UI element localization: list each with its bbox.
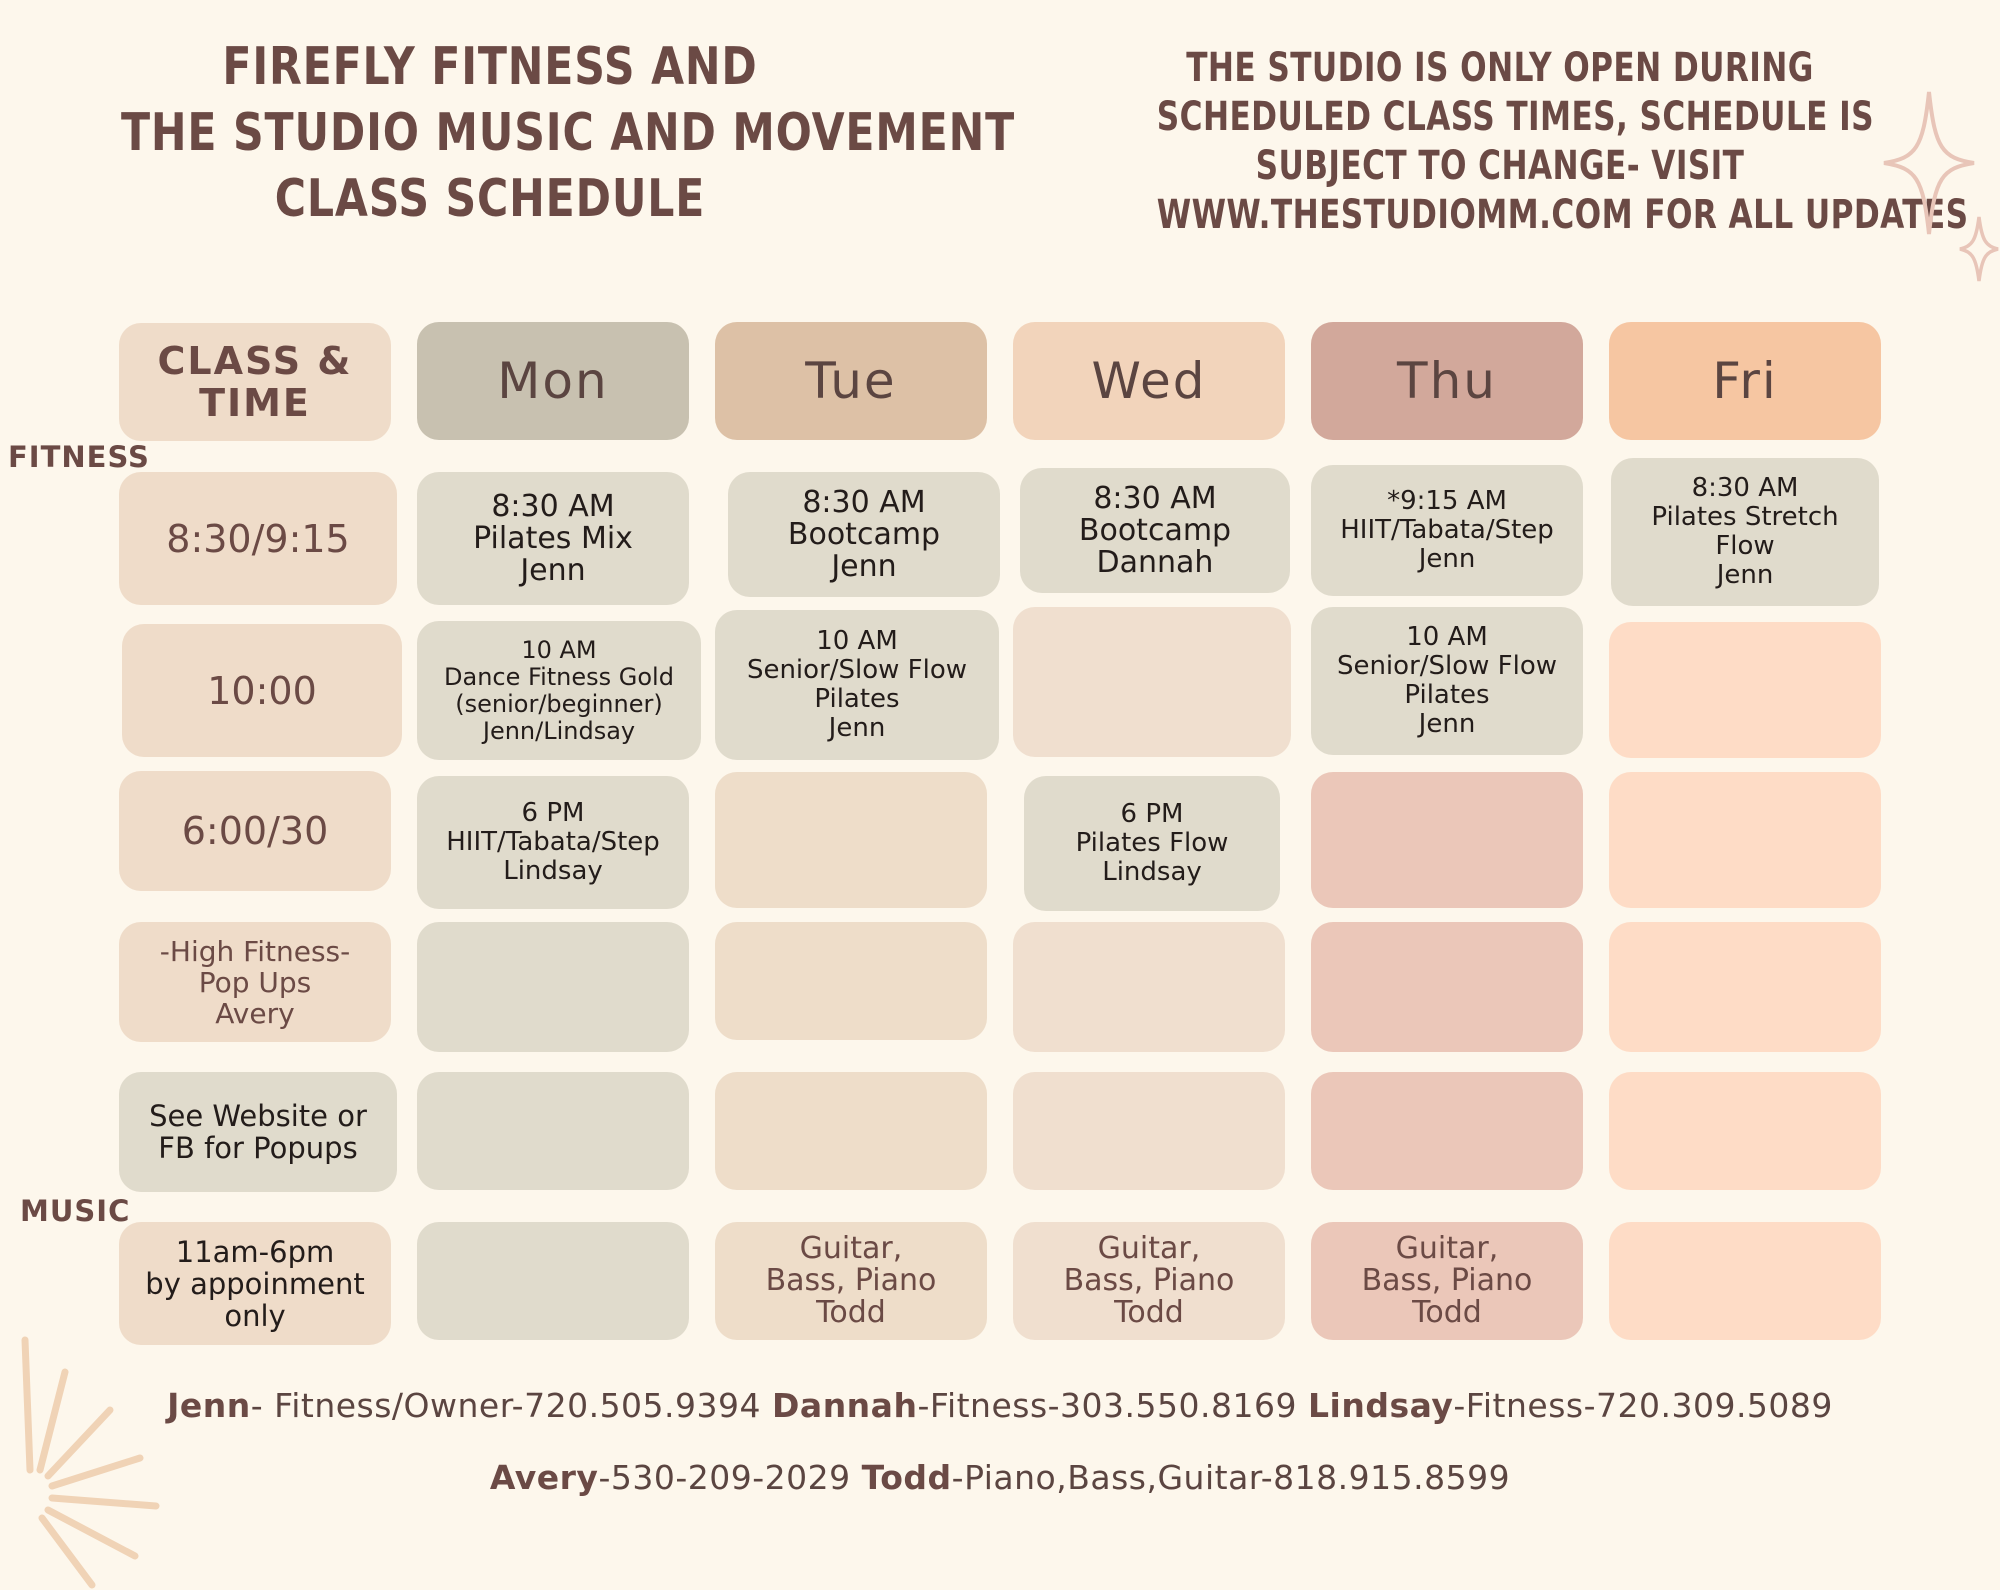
row-label-high-fitness: -High Fitness- Pop Ups Avery xyxy=(119,922,391,1042)
contact-line: Jenn- Fitness/Owner-720.505.9394 Dannah-… xyxy=(0,1386,2000,1425)
contact-name: Dannah xyxy=(772,1386,917,1425)
class-time-header: CLASS & TIME xyxy=(119,323,391,441)
class-slot-fri xyxy=(1609,622,1881,758)
class-slot-fri: 8:30 AM Pilates Stretch Flow Jenn xyxy=(1611,458,1879,606)
class-slot-wed xyxy=(1013,922,1285,1052)
header-line: CLASS & xyxy=(158,340,353,382)
fitness-section-label: FITNESS xyxy=(8,440,150,474)
day-header-thu: Thu xyxy=(1311,322,1583,440)
schedule-title: FIREFLY FITNESS AND THE STUDIO MUSIC AND… xyxy=(121,34,859,232)
row-label-popups: See Website or FB for Popups xyxy=(119,1072,397,1192)
time-label: 10:00 xyxy=(122,624,402,757)
row-label-music-hours: 11am-6pm by appoinment only xyxy=(119,1222,391,1345)
notice-line: WWW.THESTUDIOMM.COM FOR ALL UPDATES xyxy=(1157,191,1843,240)
class-slot-wed xyxy=(1013,607,1291,757)
class-slot-fri xyxy=(1609,1072,1881,1190)
class-slot-tue: 8:30 AM Bootcamp Jenn xyxy=(728,472,1000,597)
music-slot-fri xyxy=(1609,1222,1881,1340)
notice-line: THE STUDIO IS ONLY OPEN DURING xyxy=(1157,44,1843,93)
day-header-tue: Tue xyxy=(715,322,987,440)
music-slot-mon xyxy=(417,1222,689,1340)
contact-info: -Fitness-303.550.8169 xyxy=(917,1386,1297,1425)
title-line: CLASS SCHEDULE xyxy=(121,166,859,232)
notice-line: SUBJECT TO CHANGE- VISIT xyxy=(1157,142,1843,191)
music-section-label: MUSIC xyxy=(20,1194,130,1228)
contact-name: Avery xyxy=(490,1458,599,1497)
contact-info: -Piano,Bass,Guitar-818.915.8599 xyxy=(952,1458,1510,1497)
day-header-mon: Mon xyxy=(417,322,689,440)
class-slot-mon: 8:30 AM Pilates Mix Jenn xyxy=(417,472,689,605)
contact-info: -530-209-2029 xyxy=(598,1458,850,1497)
class-slot-thu: *9:15 AM HIIT/Tabata/Step Jenn xyxy=(1311,465,1583,596)
class-slot-wed: 8:30 AM Bootcamp Dannah xyxy=(1020,468,1290,593)
class-slot-thu xyxy=(1311,772,1583,908)
class-slot-wed xyxy=(1013,1072,1285,1190)
class-slot-tue xyxy=(715,1072,987,1190)
class-slot-mon xyxy=(417,922,689,1052)
music-slot-wed: Guitar, Bass, Piano Todd xyxy=(1013,1222,1285,1340)
day-header-fri: Fri xyxy=(1609,322,1881,440)
contact-name: Lindsay xyxy=(1308,1386,1453,1425)
notice-line: SCHEDULED CLASS TIMES, SCHEDULE IS xyxy=(1157,93,1843,142)
studio-notice: THE STUDIO IS ONLY OPEN DURING SCHEDULED… xyxy=(1157,44,1843,240)
contact-line: Avery-530-209-2029 Todd-Piano,Bass,Guita… xyxy=(0,1458,2000,1497)
class-slot-tue xyxy=(715,772,987,908)
class-slot-thu xyxy=(1311,1072,1583,1190)
class-slot-thu: 10 AM Senior/Slow Flow Pilates Jenn xyxy=(1311,607,1583,755)
day-header-wed: Wed xyxy=(1013,322,1285,440)
contact-name: Jenn xyxy=(167,1386,251,1425)
class-slot-tue: 10 AM Senior/Slow Flow Pilates Jenn xyxy=(715,610,999,760)
music-slot-thu: Guitar, Bass, Piano Todd xyxy=(1311,1222,1583,1340)
class-slot-fri xyxy=(1609,922,1881,1052)
class-slot-mon: 6 PM HIIT/Tabata/Step Lindsay xyxy=(417,776,689,909)
class-slot-wed: 6 PM Pilates Flow Lindsay xyxy=(1024,776,1280,911)
class-slot-thu xyxy=(1311,922,1583,1052)
music-slot-tue: Guitar, Bass, Piano Todd xyxy=(715,1222,987,1340)
class-slot-mon: 10 AM Dance Fitness Gold (senior/beginner)… xyxy=(417,621,701,760)
class-slot-fri xyxy=(1609,772,1881,908)
class-slot-mon xyxy=(417,1072,689,1190)
header-line: TIME xyxy=(158,382,353,424)
class-slot-tue xyxy=(715,922,987,1040)
title-line: FIREFLY FITNESS AND xyxy=(121,34,859,100)
time-label: 6:00/30 xyxy=(119,771,391,891)
contact-name: Todd xyxy=(862,1458,952,1497)
contact-info: -Fitness-720.309.5089 xyxy=(1453,1386,1833,1425)
title-line: THE STUDIO MUSIC AND MOVEMENT xyxy=(121,100,859,166)
contact-info: - Fitness/Owner-720.505.9394 xyxy=(251,1386,761,1425)
sparkle-icon xyxy=(1958,215,2000,283)
time-label: 8:30/9:15 xyxy=(119,472,397,605)
